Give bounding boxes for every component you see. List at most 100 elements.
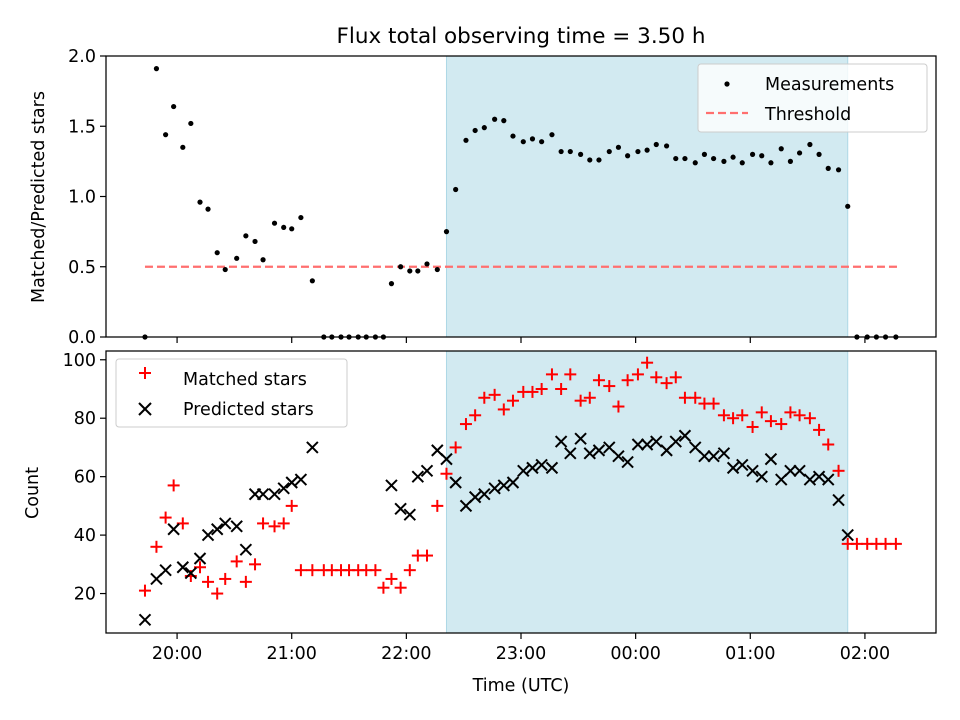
predicted-star-point (277, 482, 290, 495)
matched-star-point (268, 520, 281, 533)
measurement-point (739, 160, 745, 166)
measurement-point (615, 144, 622, 150)
measurement-point (463, 137, 469, 143)
predicted-star-point (764, 452, 778, 466)
y-tick-label: 40 (74, 526, 96, 546)
predicted-star-point (420, 464, 434, 478)
matched-star-point (306, 564, 319, 577)
bottom-xlabel: Time (UTC) (472, 676, 570, 696)
measurement-point (787, 158, 794, 164)
predicted-star-point (403, 508, 417, 521)
matched-star-point (211, 587, 224, 600)
legend-matched-label: Matched stars (183, 370, 307, 390)
matched-star-point (230, 555, 243, 568)
measurement-point (682, 155, 688, 162)
measurement-point (625, 153, 631, 159)
top-x-ticks (176, 337, 866, 343)
matched-star-point (707, 397, 720, 410)
matched-star-point (603, 380, 616, 393)
measurement-point (289, 226, 295, 232)
matched-star-point (612, 400, 625, 413)
measurement-point (260, 257, 266, 263)
predicted-star-point (545, 461, 559, 475)
matched-star-point (631, 368, 644, 381)
measurement-point (807, 141, 813, 148)
measurement-point (673, 155, 679, 162)
matched-star-point (822, 438, 835, 451)
matched-star-point (879, 537, 892, 550)
matched-star-point (420, 549, 433, 562)
measurement-point (153, 66, 160, 72)
measurement-point (453, 186, 459, 193)
top-panel: 0.00.51.01.52.0 Matched/Predicted stars … (29, 47, 937, 348)
predicted-star-point (698, 449, 711, 463)
matched-star-point (194, 561, 207, 574)
matched-star-point (277, 517, 290, 530)
legend-predicted-marker (138, 402, 152, 416)
predicted-star-point (803, 473, 817, 486)
matched-star-point (449, 441, 462, 454)
predicted-star-point (574, 432, 587, 445)
predicted-star-point (506, 476, 520, 489)
measurement-point (845, 203, 851, 209)
predicted-star-point (167, 523, 180, 536)
matched-star-point (394, 581, 407, 594)
x-tick-label: 00:00 (610, 644, 660, 664)
matched-star-point (555, 382, 568, 395)
measurement-point (558, 148, 564, 155)
legend-threshold-label: Threshold (764, 105, 851, 125)
predicted-star-point (219, 517, 232, 530)
measurement-point (587, 157, 593, 163)
matched-star-point (459, 418, 472, 431)
legend-measurements-label: Measurements (765, 75, 894, 95)
predicted-star-point (726, 461, 740, 475)
predicted-star-point (201, 528, 215, 542)
measurement-point (825, 165, 831, 171)
measurement-point (692, 160, 698, 166)
matched-star-point (727, 412, 740, 425)
measurement-point (309, 278, 315, 284)
matched-star-point (249, 558, 262, 571)
top-ylabel: Matched/Predicted stars (29, 91, 49, 303)
matched-star-point (469, 409, 482, 422)
measurement-point (243, 233, 249, 239)
matched-star-point (689, 391, 702, 404)
bottom-x-ticks: 20:00 21:00 22:00 23:00 00:00 01:00 02:00 (152, 633, 890, 664)
predicted-star-point (755, 470, 768, 483)
predicted-star-point (841, 528, 854, 542)
matched-star-point (506, 394, 519, 407)
measurement-point (721, 158, 727, 164)
predicted-star-point (449, 476, 462, 489)
matched-star-point (832, 464, 845, 477)
y-tick-label: 1.5 (68, 117, 96, 137)
measurement-point (778, 146, 784, 152)
measurement-point (424, 261, 430, 267)
y-tick-label: 0.0 (68, 328, 96, 348)
matched-star-point (746, 420, 759, 433)
matched-star-point (583, 391, 596, 404)
matched-star-point (678, 391, 691, 404)
matched-star-point (784, 406, 797, 419)
matched-star-point (755, 406, 768, 419)
x-tick-label: 23:00 (496, 644, 546, 664)
matched-star-point (202, 575, 215, 588)
predicted-star-point (488, 482, 501, 495)
matched-star-point (764, 415, 777, 428)
bottom-panel: 20:00 21:00 22:00 23:00 00:00 01:00 02:00 20 40… (23, 350, 937, 696)
matched-star-point (850, 537, 863, 550)
measurement-point (180, 144, 186, 150)
measurement-point (635, 148, 641, 155)
predicted-star-point (385, 479, 398, 492)
predicted-star-point (564, 447, 577, 460)
measurement-point (407, 268, 413, 274)
predicted-star-point (268, 487, 281, 501)
matched-star-point (138, 584, 151, 597)
top-y-ticks: 0.0 0.5 1.0 1.5 2.0 (68, 47, 106, 348)
matched-star-point (669, 371, 682, 384)
matched-star-point (159, 511, 172, 524)
matched-star-point (889, 537, 902, 550)
matched-star-point (564, 368, 577, 381)
measurement-point (663, 143, 670, 149)
predicted-star-point (478, 487, 491, 501)
measurement-point (529, 136, 536, 142)
